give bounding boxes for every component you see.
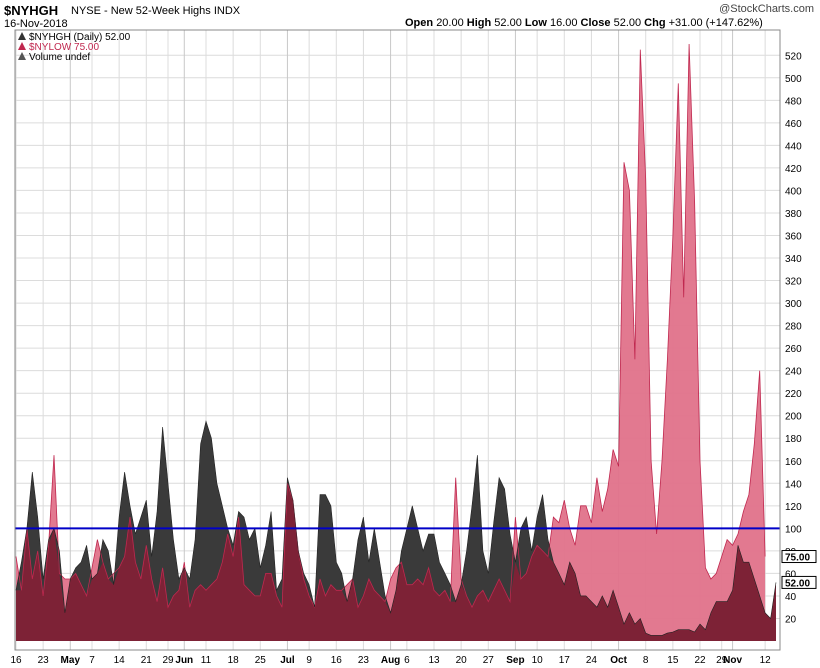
x-tick-label: 16 bbox=[331, 655, 343, 666]
x-tick-label: 15 bbox=[667, 655, 679, 666]
x-tick-label: 9 bbox=[306, 655, 312, 666]
legend-entry: $NYHGH (Daily) 52.00 bbox=[29, 32, 131, 43]
x-tick-label: Jun bbox=[175, 655, 193, 666]
y-tick-label: 180 bbox=[785, 434, 802, 445]
x-tick-label: 13 bbox=[428, 655, 440, 666]
x-tick-label: 29 bbox=[162, 655, 174, 666]
close-label: Close bbox=[580, 17, 611, 29]
legend-entry: $NYLOW 75.00 bbox=[29, 42, 99, 53]
x-tick-label: 24 bbox=[586, 655, 598, 666]
y-tick-label: 100 bbox=[785, 524, 802, 535]
chart-description: NYSE - New 52-Week Highs INDX bbox=[71, 5, 241, 17]
open-label: Open bbox=[405, 17, 434, 29]
x-tick-label: 22 bbox=[694, 655, 706, 666]
x-tick-label: 16 bbox=[10, 655, 22, 666]
y-tick-label: 300 bbox=[785, 299, 802, 310]
nylow-line bbox=[15, 43, 766, 609]
y-tick-label: 420 bbox=[785, 164, 802, 175]
y-tick-label: 400 bbox=[785, 186, 802, 197]
x-tick-label: 29 bbox=[716, 655, 728, 666]
y-tick-label: 320 bbox=[785, 277, 802, 288]
x-tick-label: 6 bbox=[404, 655, 410, 666]
last-value-text: 52.00 bbox=[785, 578, 810, 589]
x-tick-label: 18 bbox=[228, 655, 240, 666]
ticker-symbol: $NYHGH bbox=[4, 3, 59, 18]
x-tick-label: 10 bbox=[532, 655, 544, 666]
last-value-box bbox=[781, 550, 817, 564]
x-tick-label: Aug bbox=[381, 655, 400, 666]
chart-date: 16-Nov-2018 bbox=[4, 18, 68, 30]
x-tick-label: May bbox=[61, 655, 81, 666]
nyhgh-line bbox=[15, 420, 777, 636]
y-tick-label: 120 bbox=[785, 502, 802, 513]
x-tick-label: 17 bbox=[559, 655, 571, 666]
x-tick-label: 21 bbox=[141, 655, 153, 666]
x-tick-label: 12 bbox=[760, 655, 772, 666]
y-tick-label: 380 bbox=[785, 209, 802, 220]
y-tick-label: 200 bbox=[785, 412, 802, 423]
y-tick-label: 280 bbox=[785, 322, 802, 333]
y-tick-label: 460 bbox=[785, 119, 802, 130]
y-tick-label: 140 bbox=[785, 479, 802, 490]
x-tick-label: Nov bbox=[723, 655, 742, 666]
ohlc-readout: Open 20.00 High 52.00 Low 16.00 Close 52… bbox=[405, 17, 763, 29]
legend-swatch-icon bbox=[18, 32, 26, 40]
y-tick-label: 260 bbox=[785, 344, 802, 355]
stockcharts-credit: @StockCharts.com bbox=[719, 3, 814, 15]
x-tick-label: 7 bbox=[89, 655, 95, 666]
x-tick-label: 23 bbox=[38, 655, 50, 666]
y-tick-label: 340 bbox=[785, 254, 802, 265]
close-value: 52.00 bbox=[613, 17, 642, 29]
x-tick-label: 23 bbox=[358, 655, 370, 666]
legend-swatch-icon bbox=[18, 42, 26, 50]
y-tick-label: 240 bbox=[785, 367, 802, 378]
chg-value: +31.00 (+147.62%) bbox=[668, 17, 763, 29]
low-value: 16.00 bbox=[549, 17, 578, 29]
x-tick-label: 14 bbox=[114, 655, 126, 666]
legend-swatch-icon bbox=[18, 52, 26, 60]
y-tick-label: 220 bbox=[785, 389, 802, 400]
y-tick-label: 40 bbox=[785, 592, 797, 603]
x-tick-label: 20 bbox=[456, 655, 468, 666]
last-value-tag: 75.00 bbox=[781, 550, 817, 564]
y-tick-label: 60 bbox=[785, 569, 797, 580]
y-tick-label: 480 bbox=[785, 96, 802, 107]
y-tick-label: 360 bbox=[785, 231, 802, 242]
chg-label: Chg bbox=[644, 17, 666, 29]
x-tick-label: 25 bbox=[255, 655, 267, 666]
x-tick-label: Oct bbox=[610, 655, 627, 666]
legend-entry: Volume undef bbox=[29, 52, 90, 63]
x-tick-label: Jul bbox=[280, 655, 295, 666]
y-tick-label: 520 bbox=[785, 51, 802, 62]
x-tick-label: 27 bbox=[483, 655, 495, 666]
overlap-area bbox=[16, 483, 776, 641]
x-tick-label: 8 bbox=[643, 655, 649, 666]
x-tick-label: 11 bbox=[201, 655, 212, 666]
plot-frame bbox=[14, 29, 781, 651]
y-tick-label: 20 bbox=[785, 614, 797, 625]
low-label: Low bbox=[524, 17, 547, 29]
open-value: 20.00 bbox=[436, 17, 464, 29]
y-tick-label: 440 bbox=[785, 141, 802, 152]
high-value: 52.00 bbox=[494, 17, 522, 29]
y-tick-label: 160 bbox=[785, 457, 802, 468]
last-value-text: 75.00 bbox=[785, 553, 810, 564]
y-tick-label: 500 bbox=[785, 74, 802, 85]
last-value-box bbox=[781, 575, 817, 589]
high-label: High bbox=[466, 17, 492, 29]
nyhgh-area bbox=[16, 421, 776, 641]
x-tick-label: Sep bbox=[506, 655, 524, 666]
last-value-tag: 52.00 bbox=[781, 575, 817, 589]
